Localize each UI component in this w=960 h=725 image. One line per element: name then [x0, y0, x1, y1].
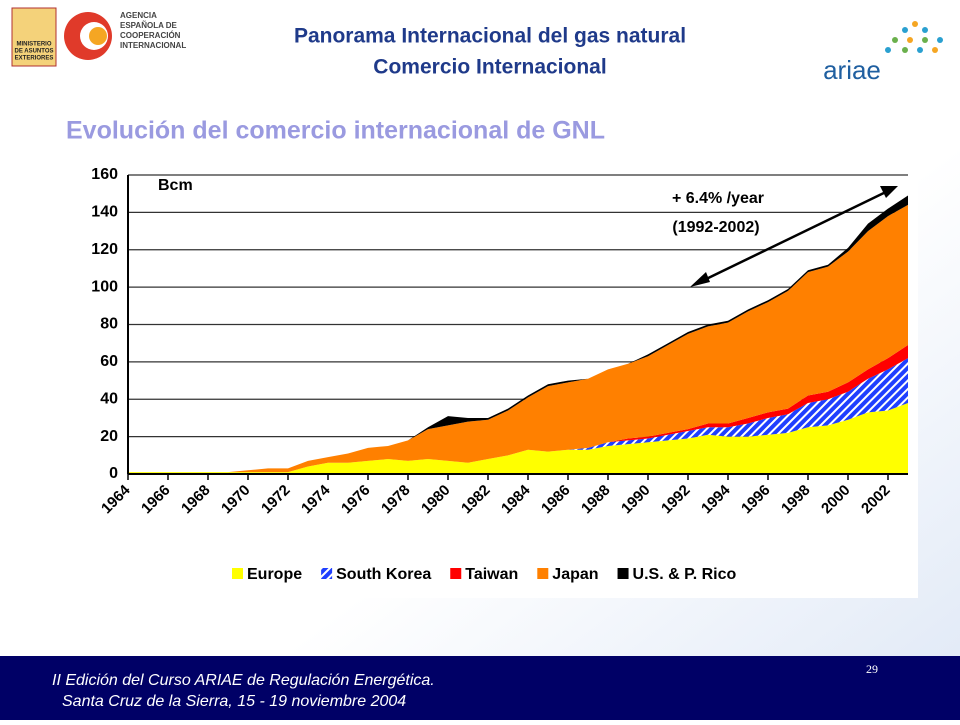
legend-swatch [232, 568, 243, 579]
annotation: (1992-2002) [672, 219, 759, 236]
y-tick-label: 140 [91, 204, 118, 221]
arrow-head [690, 272, 710, 287]
ministry-crest [11, 7, 57, 67]
y-tick-label: 40 [100, 390, 118, 407]
ariae-dots [885, 21, 943, 53]
brand: ariae [823, 55, 881, 85]
subtitle: Evolución del comercio internacional de … [66, 117, 605, 145]
legend-swatch [450, 568, 462, 579]
legend-label: South Korea [336, 566, 431, 583]
legend-swatch [321, 568, 333, 579]
legend-label: U.S. & P. Rico [633, 566, 737, 583]
ministry-text: MINISTERIO [16, 42, 51, 48]
legend-label: Japan [552, 566, 598, 583]
agency-logo [89, 27, 107, 45]
legend-swatch [617, 568, 629, 579]
area [128, 402, 908, 474]
y-unit-label: Bcm [158, 177, 193, 194]
agency-text: AGENCIA [120, 11, 157, 20]
legend-label: Europe [247, 566, 302, 583]
legend-label: Taiwan [465, 566, 518, 583]
ministry-text: DE ASUNTOS [14, 49, 53, 55]
legend-swatch [537, 568, 549, 579]
slide-title: Panorama Internacional del gas natural [294, 25, 686, 48]
area [128, 204, 908, 473]
y-tick-label: 160 [91, 166, 118, 183]
arrow-head [880, 186, 898, 198]
page-number: 29 [866, 662, 878, 676]
y-tick-label: 60 [100, 353, 118, 370]
slide-title: Comercio Internacional [373, 56, 606, 79]
y-tick-label: 120 [91, 241, 118, 258]
trend-arrow [699, 188, 891, 284]
annotation: + 6.4% /year [672, 190, 764, 207]
y-tick-label: 0 [109, 465, 118, 482]
agency-text: INTERNACIONAL [120, 41, 186, 50]
footer-text: Santa Cruz de la Sierra, 15 - 19 noviemb… [62, 693, 406, 710]
y-tick-label: 80 [100, 316, 118, 333]
y-tick-label: 100 [91, 278, 118, 295]
footer-band [0, 656, 960, 720]
y-tick-label: 20 [100, 428, 118, 445]
agency-text: ESPAÑOLA DE [120, 21, 178, 30]
footer-text: II Edición del Curso ARIAE de Regulación… [52, 672, 435, 689]
ministry-text: EXTERIORES [15, 56, 54, 62]
agency-text: COOPERACIÓN [120, 31, 181, 40]
